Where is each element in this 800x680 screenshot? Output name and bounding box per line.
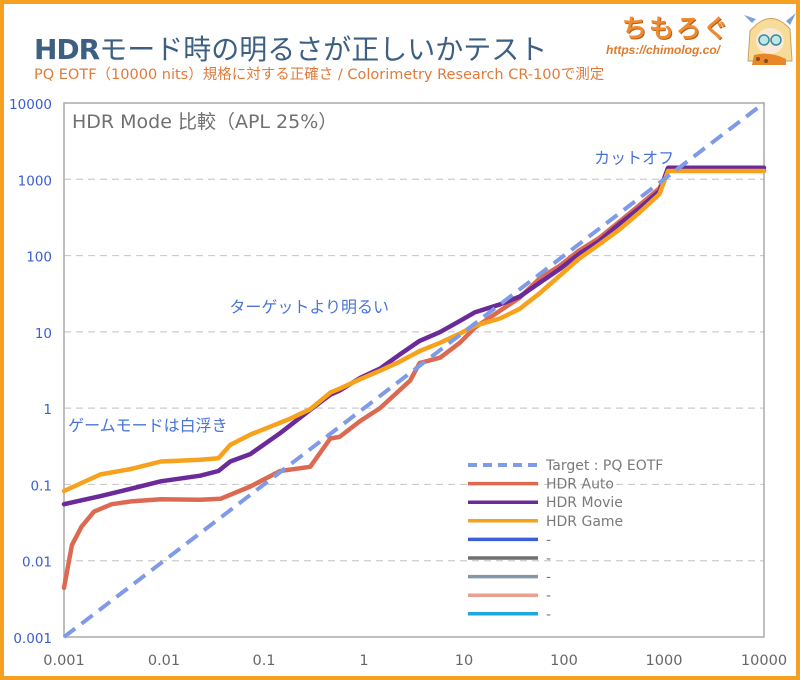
- legend-label: -: [546, 607, 551, 623]
- y-tick-label: 10: [35, 326, 52, 342]
- annotation-label: ゲームモードは白浮き: [68, 416, 228, 435]
- x-tick-label: 100: [550, 653, 578, 669]
- legend-item[interactable]: HDR Auto: [468, 477, 614, 493]
- legend-item[interactable]: HDR Game: [468, 514, 623, 530]
- legend-label: HDR Game: [546, 514, 623, 530]
- page-title: HDRモード時の明るさが正しいかテスト: [34, 28, 547, 68]
- series-line-hdr-auto: [61, 168, 767, 591]
- x-tick-label: 0.1: [252, 653, 275, 669]
- chart-title: HDR Mode 比較（APL 25%）: [72, 111, 337, 133]
- legend-label: -: [546, 551, 551, 567]
- grid-lines: [64, 178, 764, 562]
- title-prefix: HDR: [34, 33, 100, 66]
- legend-item[interactable]: -: [468, 570, 551, 586]
- y-tick-label: 0.1: [31, 478, 52, 494]
- y-tick-label: 1: [43, 402, 52, 418]
- legend-item[interactable]: -: [468, 532, 551, 548]
- y-tick-label: 10000: [9, 97, 52, 113]
- site-logo[interactable]: ちもろぐ https://chimolog.co/: [602, 7, 800, 65]
- y-tick-label: 0.001: [13, 631, 52, 647]
- legend-item[interactable]: HDR Movie: [468, 495, 623, 511]
- x-tick-label: 0.001: [43, 653, 85, 669]
- series-line-hdr-game: [61, 168, 767, 494]
- series-lines: [61, 101, 767, 639]
- title-rest: モード時の明るさが正しいかテスト: [99, 33, 548, 66]
- page-subtitle: PQ EOTF（10000 nits）規格に対する正確さ / Colorimet…: [34, 67, 605, 83]
- legend-label: -: [546, 570, 551, 586]
- legend-item[interactable]: Target : PQ EOTF: [468, 458, 663, 474]
- x-tick-label: 10000: [741, 653, 787, 669]
- x-axis-ticks: 0.001 0.01 0.1 1 10 100 1000 10000: [43, 653, 787, 669]
- annotation-label: カットオフ: [594, 149, 674, 168]
- legend-item[interactable]: -: [468, 588, 551, 604]
- logo-text: ちもろぐ: [622, 14, 731, 43]
- legend: Target : PQ EOTF HDR Auto HDR Movie HDR Gam…: [468, 458, 663, 623]
- x-tick-label: 10: [455, 653, 473, 669]
- plot-border: [63, 102, 765, 638]
- legend-label: HDR Auto: [546, 477, 614, 493]
- mascot-icon: [744, 13, 796, 65]
- legend-item[interactable]: -: [468, 607, 551, 623]
- y-tick-label: 0.01: [22, 555, 52, 571]
- logo-url[interactable]: https://chimolog.co/: [606, 43, 720, 57]
- series-line-hdr-movie: [61, 165, 767, 507]
- x-tick-label: 1000: [646, 653, 683, 669]
- annotation-label: ターゲットより明るい: [229, 297, 389, 316]
- y-tick-label: 100: [26, 250, 52, 266]
- legend-label: Target : PQ EOTF: [545, 458, 663, 474]
- legend-label: -: [546, 588, 551, 604]
- legend-item[interactable]: -: [468, 551, 551, 567]
- legend-label: -: [546, 532, 551, 548]
- y-axis-ticks: 0.001 0.01 0.1 1 10 100 1000 10000: [9, 97, 52, 647]
- legend-label: HDR Movie: [546, 495, 623, 511]
- series-line-target-pq-eotf: [62, 101, 766, 639]
- x-tick-label: 0.01: [148, 653, 180, 669]
- x-tick-label: 1: [359, 653, 368, 669]
- y-tick-label: 1000: [18, 173, 52, 189]
